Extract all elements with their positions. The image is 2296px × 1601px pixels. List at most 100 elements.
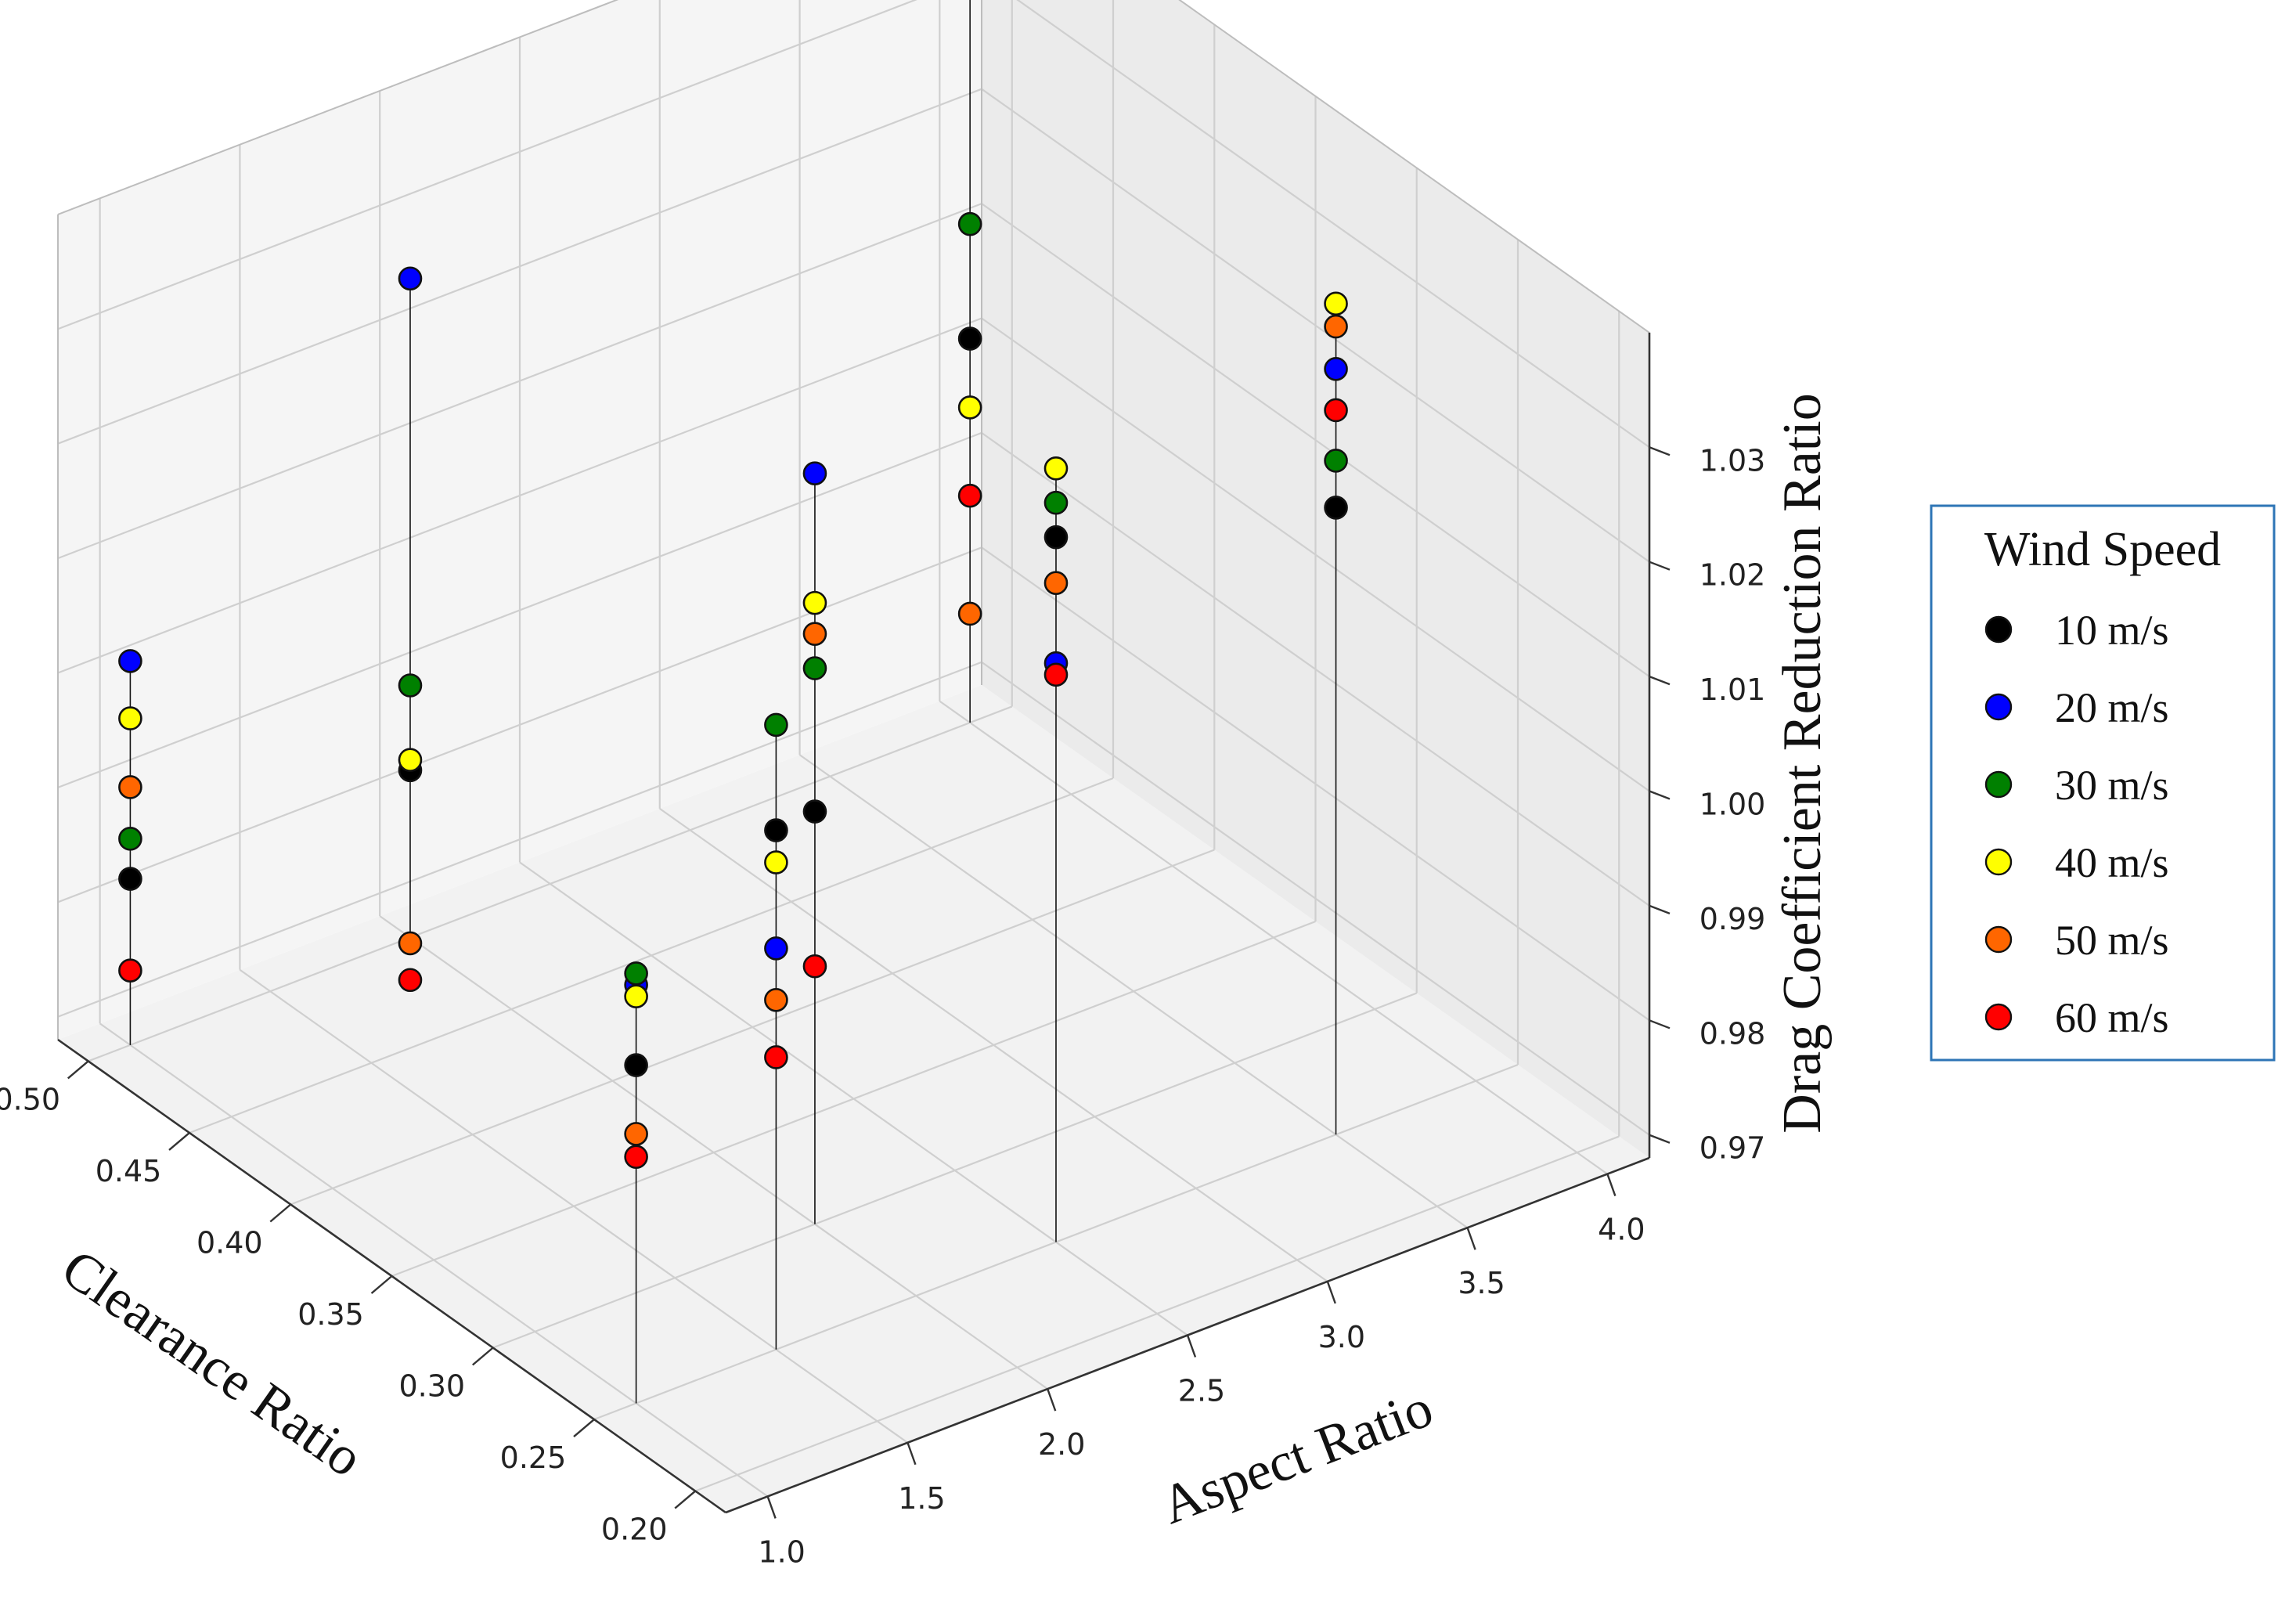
z-grid-line [57, 0, 917, 330]
tick-mark [1649, 904, 1671, 915]
pane-edge [1178, 0, 1650, 334]
tick-mark [1466, 1227, 1476, 1250]
x-tick-label: 0.25 [500, 1441, 567, 1475]
tick-mark [471, 1347, 494, 1366]
x-tick-label: 0.35 [297, 1297, 364, 1332]
data-point [1043, 571, 1069, 595]
z-tick-label: 1.01 [1699, 672, 1766, 707]
legend-marker [1984, 770, 2013, 799]
legend-marker [1984, 925, 2013, 954]
legend-label: 10 m/s [2055, 607, 2169, 654]
data-point [802, 799, 827, 824]
z-grid-line [981, 546, 1650, 1022]
z-grid-line [57, 546, 982, 903]
data-point [398, 748, 423, 772]
data-point [802, 461, 827, 485]
data-point [118, 867, 142, 891]
legend-label: 30 m/s [2055, 762, 2169, 809]
axis-labels: 0.20 0.25 0.30 0.35 0.40 0.45 0.50 1.0 1.5 2.0 2.5… [0, 443, 1765, 1569]
tick-mark [1649, 1019, 1671, 1029]
tick-marks [67, 446, 1671, 1519]
x-tick-label: 0.30 [398, 1369, 465, 1404]
data-point [957, 601, 982, 626]
z-tick-label: 0.97 [1699, 1131, 1766, 1166]
data-point [1324, 356, 1348, 381]
tick-mark [1649, 1134, 1671, 1144]
z-grid-line [57, 88, 982, 445]
x-tick-label: 0.20 [601, 1513, 668, 1547]
data-point [764, 818, 788, 842]
y-grid-line [99, 1022, 769, 1498]
legend-marker [1984, 848, 2013, 876]
legend-marker [1984, 1003, 2013, 1031]
z-grid-line [981, 88, 1650, 563]
data-point [1043, 525, 1069, 550]
data-points [118, 211, 1348, 1169]
z-grid-line [1016, 0, 1650, 449]
legend-label: 50 m/s [2055, 917, 2169, 964]
data-point [802, 656, 827, 680]
y-tick-label: 4.0 [1598, 1213, 1645, 1247]
y-grid-line [239, 968, 909, 1444]
pane-edge [57, 0, 619, 215]
data-point [764, 712, 788, 737]
data-point [398, 266, 423, 291]
tick-mark [573, 1419, 595, 1437]
data-point [957, 326, 982, 351]
tick-mark [1047, 1388, 1057, 1412]
data-point [957, 395, 982, 420]
z-tick-label: 0.99 [1699, 902, 1766, 936]
data-point [398, 673, 423, 698]
x-tick-label: 0.45 [96, 1154, 162, 1188]
data-point [1043, 456, 1069, 481]
data-point [624, 984, 648, 1008]
legend: Wind Speed 10 m/s 20 m/s 30 m/s 40 m/s 50 m/… [1930, 504, 2276, 1062]
data-point [398, 931, 423, 956]
tick-mark [370, 1275, 393, 1294]
tick-mark [1326, 1281, 1336, 1304]
z-grid-line [57, 317, 982, 674]
z-grid-line [57, 431, 982, 788]
y-grid-line [939, 700, 1608, 1175]
data-point [1324, 398, 1348, 423]
y-grid-line [659, 807, 1328, 1282]
z-tick-label: 1.02 [1699, 558, 1766, 593]
tick-mark [766, 1496, 777, 1519]
tick-mark [674, 1490, 697, 1509]
data-point [1043, 662, 1069, 687]
tick-mark [1649, 561, 1671, 571]
legend-label: 60 m/s [2055, 994, 2169, 1041]
x-tick-label: 0.50 [0, 1082, 60, 1116]
tick-mark [67, 1060, 89, 1080]
data-point [802, 622, 827, 646]
tick-mark [907, 1442, 917, 1466]
legend-title: Wind Speed [1984, 523, 2221, 576]
data-point [118, 827, 142, 851]
data-point [764, 850, 788, 874]
legend-label: 20 m/s [2055, 684, 2169, 731]
z-grid-line [981, 203, 1650, 677]
data-point [957, 483, 982, 508]
data-point [802, 954, 827, 979]
x-axis-title: Clearance Ratio [51, 1238, 373, 1489]
y-tick-label: 2.5 [1178, 1374, 1225, 1408]
legend-marker [1984, 693, 2013, 721]
z-axis-title: Drag Coefficient Reduction Ratio [1772, 393, 1833, 1133]
y-tick-label: 2.0 [1038, 1427, 1085, 1462]
y-grid-line [379, 915, 1048, 1390]
data-point [764, 936, 788, 961]
data-point [1324, 291, 1348, 316]
z-grid-line [57, 203, 982, 560]
data-point [1324, 449, 1348, 473]
tick-mark [1186, 1335, 1197, 1358]
y-tick-label: 1.0 [758, 1534, 805, 1569]
tick-mark [168, 1132, 190, 1151]
tick-mark [1606, 1174, 1617, 1196]
data-point [624, 1145, 648, 1169]
y-grid-line [519, 861, 1188, 1336]
axis-panes [58, 0, 1649, 1513]
data-point [118, 649, 142, 673]
data-point [624, 1122, 648, 1146]
